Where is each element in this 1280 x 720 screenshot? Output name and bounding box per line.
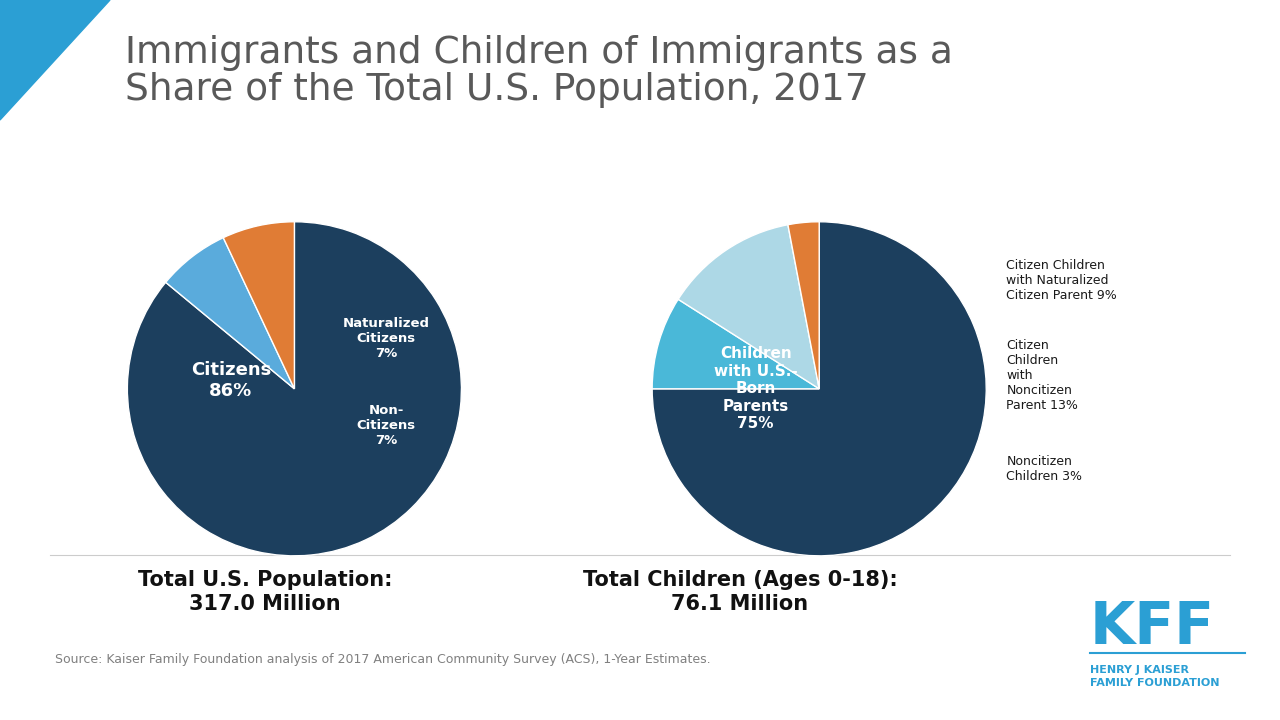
- Text: 317.0 Million: 317.0 Million: [189, 594, 340, 614]
- Text: Children
with U.S.-
Born
Parents
75%: Children with U.S.- Born Parents 75%: [714, 346, 797, 431]
- Wedge shape: [653, 222, 986, 556]
- Text: Total Children (Ages 0-18):: Total Children (Ages 0-18):: [582, 570, 897, 590]
- Wedge shape: [788, 222, 819, 389]
- Polygon shape: [0, 0, 110, 120]
- Text: Non-
Citizens
7%: Non- Citizens 7%: [357, 404, 416, 447]
- Text: Naturalized
Citizens
7%: Naturalized Citizens 7%: [343, 318, 430, 360]
- Text: Source: Kaiser Family Foundation analysis of 2017 American Community Survey (ACS: Source: Kaiser Family Foundation analysi…: [55, 654, 710, 667]
- Wedge shape: [678, 225, 819, 389]
- Text: Noncitizen
Children 3%: Noncitizen Children 3%: [1006, 455, 1083, 483]
- Wedge shape: [223, 222, 294, 389]
- Text: Immigrants and Children of Immigrants as a: Immigrants and Children of Immigrants as…: [125, 35, 952, 71]
- Wedge shape: [653, 300, 819, 389]
- Text: Citizens
86%: Citizens 86%: [191, 361, 271, 400]
- Text: KFF: KFF: [1091, 600, 1215, 657]
- Text: FAMILY FOUNDATION: FAMILY FOUNDATION: [1091, 678, 1220, 688]
- Wedge shape: [165, 238, 294, 389]
- Text: Citizen Children
with Naturalized
Citizen Parent 9%: Citizen Children with Naturalized Citize…: [1006, 258, 1117, 302]
- Text: 76.1 Million: 76.1 Million: [672, 594, 809, 614]
- Text: Total U.S. Population:: Total U.S. Population:: [138, 570, 392, 590]
- Text: Citizen
Children
with
Noncitizen
Parent 13%: Citizen Children with Noncitizen Parent …: [1006, 339, 1078, 412]
- Wedge shape: [128, 222, 461, 556]
- Text: Share of the Total U.S. Population, 2017: Share of the Total U.S. Population, 2017: [125, 72, 869, 108]
- Text: HENRY J KAISER: HENRY J KAISER: [1091, 665, 1189, 675]
